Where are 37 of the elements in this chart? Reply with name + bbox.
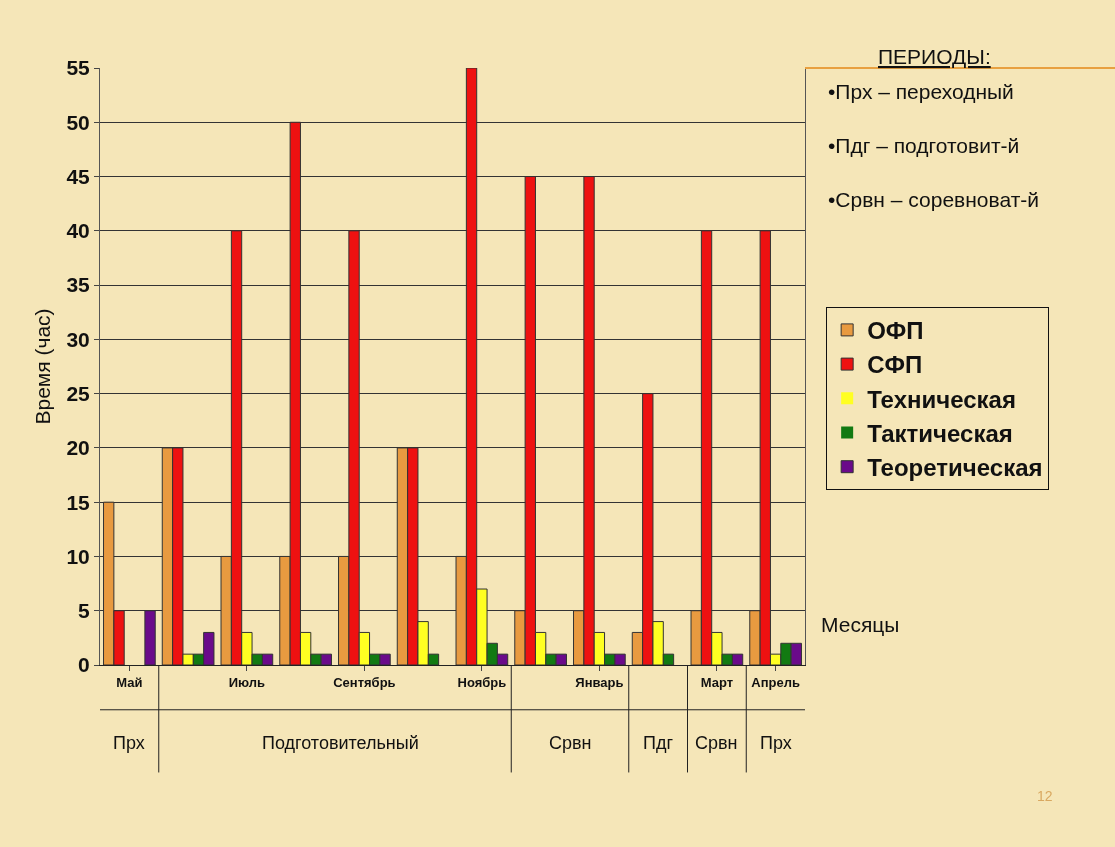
- legend-label: Теоретическая: [867, 454, 1043, 482]
- y-tick-label: 15: [66, 490, 91, 514]
- x-tick-label: Май: [116, 674, 143, 690]
- text: 12: [1037, 788, 1053, 804]
- text: Прх: [113, 733, 145, 753]
- x-tick-label: Ноябрь: [457, 674, 507, 690]
- legend-label: Техническая: [867, 385, 1016, 413]
- text: ПЕРИОДЫ:: [878, 45, 991, 68]
- y-axis-title: Время (час): [30, 308, 54, 425]
- y-tick-label: 35: [66, 273, 91, 297]
- text: Срвн: [695, 733, 738, 753]
- y-tick-label: 25: [66, 381, 91, 405]
- legend-label: СФП: [867, 351, 923, 379]
- text: •Срвн – соревноват-й: [828, 188, 1039, 211]
- x-tick-label: Сентябрь: [333, 674, 396, 690]
- text: •Прх – переходный: [828, 80, 1014, 103]
- x-tick-label: Март: [700, 674, 734, 690]
- y-tick-label: 45: [66, 164, 91, 188]
- text: Прх: [760, 733, 792, 753]
- y-tick-label: 50: [66, 110, 90, 134]
- y-tick-label: 55: [66, 56, 91, 80]
- text: •Пдг – подготовит-й: [828, 134, 1020, 157]
- y-tick-label: 20: [66, 436, 90, 460]
- text: Срвн: [549, 733, 592, 753]
- x-axis-title: Месяцы: [821, 613, 900, 636]
- y-tick-label: 40: [66, 219, 90, 243]
- legend-label: ОФП: [867, 317, 924, 345]
- x-tick-label: Июль: [228, 674, 266, 690]
- text: Подготовительный: [262, 733, 419, 753]
- y-tick-label: 5: [78, 599, 91, 623]
- legend-label: Тактическая: [867, 419, 1013, 447]
- x-tick-label: Январь: [575, 674, 624, 690]
- y-tick-label: 10: [66, 544, 90, 568]
- x-tick-label: Апрель: [751, 674, 800, 690]
- text: Пдг: [643, 733, 674, 753]
- y-tick-label: 0: [78, 653, 90, 677]
- y-tick-label: 30: [66, 327, 90, 351]
